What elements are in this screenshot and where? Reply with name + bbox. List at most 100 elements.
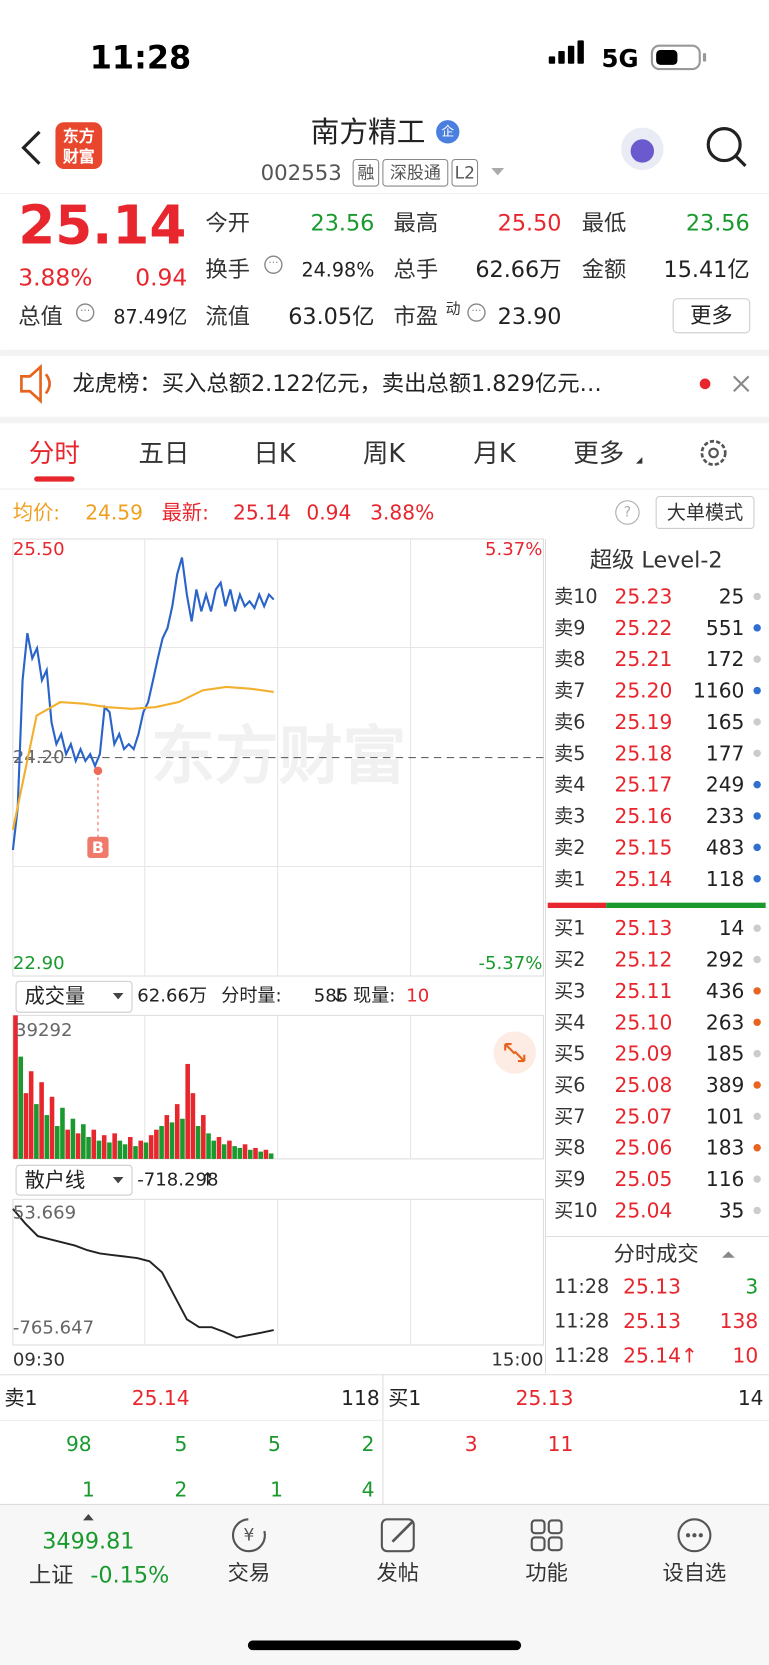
index-value[interactable]: 3499.81 <box>42 1529 134 1555</box>
trade-price: 25.13 <box>623 1274 681 1298</box>
level-label: 买7 <box>554 1105 585 1128</box>
nav-item[interactable]: 设自选 <box>663 1561 727 1586</box>
stock-name: 南方精工 <box>311 115 426 149</box>
index-pct[interactable]: -0.15% <box>90 1563 169 1589</box>
ask-queue: 2 <box>174 1478 187 1502</box>
info-icon <box>76 303 95 322</box>
trade-time: 11:28 <box>554 1310 609 1333</box>
nav-item[interactable]: 交易 <box>228 1561 271 1586</box>
marker-box[interactable] <box>87 836 109 859</box>
nav-item[interactable]: 发帖 <box>377 1561 420 1586</box>
y-tick-label: 25.50 <box>13 539 65 560</box>
level-label: 买5 <box>554 1042 585 1065</box>
volume-bar <box>253 1147 258 1159</box>
battery <box>650 44 701 71</box>
level-price: 25.09 <box>614 1042 672 1066</box>
indicator-name[interactable]: 散户线 <box>25 1168 86 1192</box>
tab[interactable]: 五日 <box>138 439 189 469</box>
network-type: 5G <box>601 44 638 73</box>
index-arrow <box>83 1514 94 1521</box>
volume-bar <box>60 1107 65 1159</box>
ask-queue: 1 <box>82 1478 95 1502</box>
price-line <box>11 557 275 851</box>
period-arrow: ↓ <box>331 986 346 1007</box>
logo-text: 东方 <box>63 127 95 146</box>
volume-bar <box>96 1140 102 1159</box>
field-label: 今开 <box>205 210 250 236</box>
ask-queue: 2 <box>362 1432 375 1456</box>
marker-label[interactable]: B <box>92 838 104 857</box>
volume-bar <box>263 1149 269 1159</box>
level-dot <box>753 749 761 758</box>
nav-item[interactable]: 功能 <box>525 1561 568 1586</box>
period-volume: 585 <box>314 986 348 1007</box>
trade-price: 25.14↑ <box>623 1344 698 1368</box>
level-dot <box>753 718 761 726</box>
logo <box>55 122 103 170</box>
last-label: 最新: <box>162 500 209 524</box>
level-volume: 1160 <box>693 679 744 703</box>
level-volume: 389 <box>706 1073 745 1097</box>
change-pct: 3.88% <box>18 264 92 292</box>
news-text[interactable]: 龙虎榜：买入总额2.122亿元，卖出总额1.829亿元… <box>72 371 601 397</box>
field-sup: 动 <box>446 299 461 317</box>
level-dot <box>753 875 761 883</box>
unread-dot <box>699 378 711 390</box>
tab[interactable]: 日K <box>253 439 297 469</box>
level-label: 卖3 <box>554 805 585 828</box>
more-button[interactable] <box>672 298 751 334</box>
settings-icon[interactable] <box>700 439 727 466</box>
tab[interactable]: 月K <box>473 439 517 469</box>
tab[interactable]: 周K <box>363 439 407 469</box>
collapse-arrow[interactable] <box>722 1251 735 1258</box>
field-label: 流值 <box>205 304 250 330</box>
index-name[interactable]: 上证 <box>29 1563 74 1589</box>
level-price: 25.06 <box>614 1136 672 1160</box>
tab[interactable]: 更多 <box>573 439 624 469</box>
field-label: 最低 <box>582 210 627 236</box>
indicator-select[interactable] <box>15 1164 133 1196</box>
search-icon[interactable] <box>706 127 742 163</box>
back-button[interactable] <box>21 130 41 165</box>
bid-label: 买1 <box>388 1386 421 1410</box>
func-icon <box>530 1536 546 1552</box>
volume-bar <box>86 1136 91 1159</box>
volume-bar <box>164 1115 170 1159</box>
tab[interactable]: 分时 <box>29 439 80 469</box>
more-button-text[interactable]: 更多 <box>690 303 733 328</box>
bid-queue: 11 <box>548 1432 574 1456</box>
field-label: 金额 <box>582 257 627 283</box>
volume-bar <box>112 1133 117 1159</box>
level-price: 25.21 <box>614 647 672 671</box>
level-dot <box>753 1049 761 1058</box>
volume-bar <box>169 1122 175 1159</box>
field-label: 总值 <box>18 304 63 330</box>
help-icon[interactable] <box>615 500 640 525</box>
signal-bar <box>558 51 565 64</box>
mode-button[interactable] <box>655 495 755 529</box>
level-price: 25.11 <box>614 979 672 1003</box>
y-tick-label: -765.647 <box>13 1317 94 1338</box>
level-dot <box>753 592 761 601</box>
dropdown[interactable] <box>491 167 505 176</box>
level-volume: 25 <box>719 584 745 608</box>
volume-bar <box>70 1118 76 1159</box>
field-value: 23.56 <box>686 210 750 236</box>
ask-queue: 5 <box>268 1432 281 1456</box>
level-label: 卖10 <box>554 585 597 608</box>
mode-button-text[interactable]: 大单模式 <box>667 501 744 524</box>
level-price: 25.12 <box>614 948 672 972</box>
bid-bar <box>606 902 766 908</box>
status-time: 11:28 <box>90 38 191 76</box>
field-value: 15.41亿 <box>664 257 750 283</box>
ask-queue: 5 <box>174 1432 187 1456</box>
nav-bar <box>0 1504 769 1665</box>
watch-dot <box>685 1533 691 1538</box>
indicator-select[interactable] <box>15 980 133 1013</box>
volume-bar <box>34 1104 39 1159</box>
volume-bar <box>221 1144 227 1159</box>
now-volume: 10 <box>406 986 429 1007</box>
indicator-name[interactable]: 成交量 <box>25 984 86 1008</box>
close-icon[interactable] <box>733 375 750 393</box>
